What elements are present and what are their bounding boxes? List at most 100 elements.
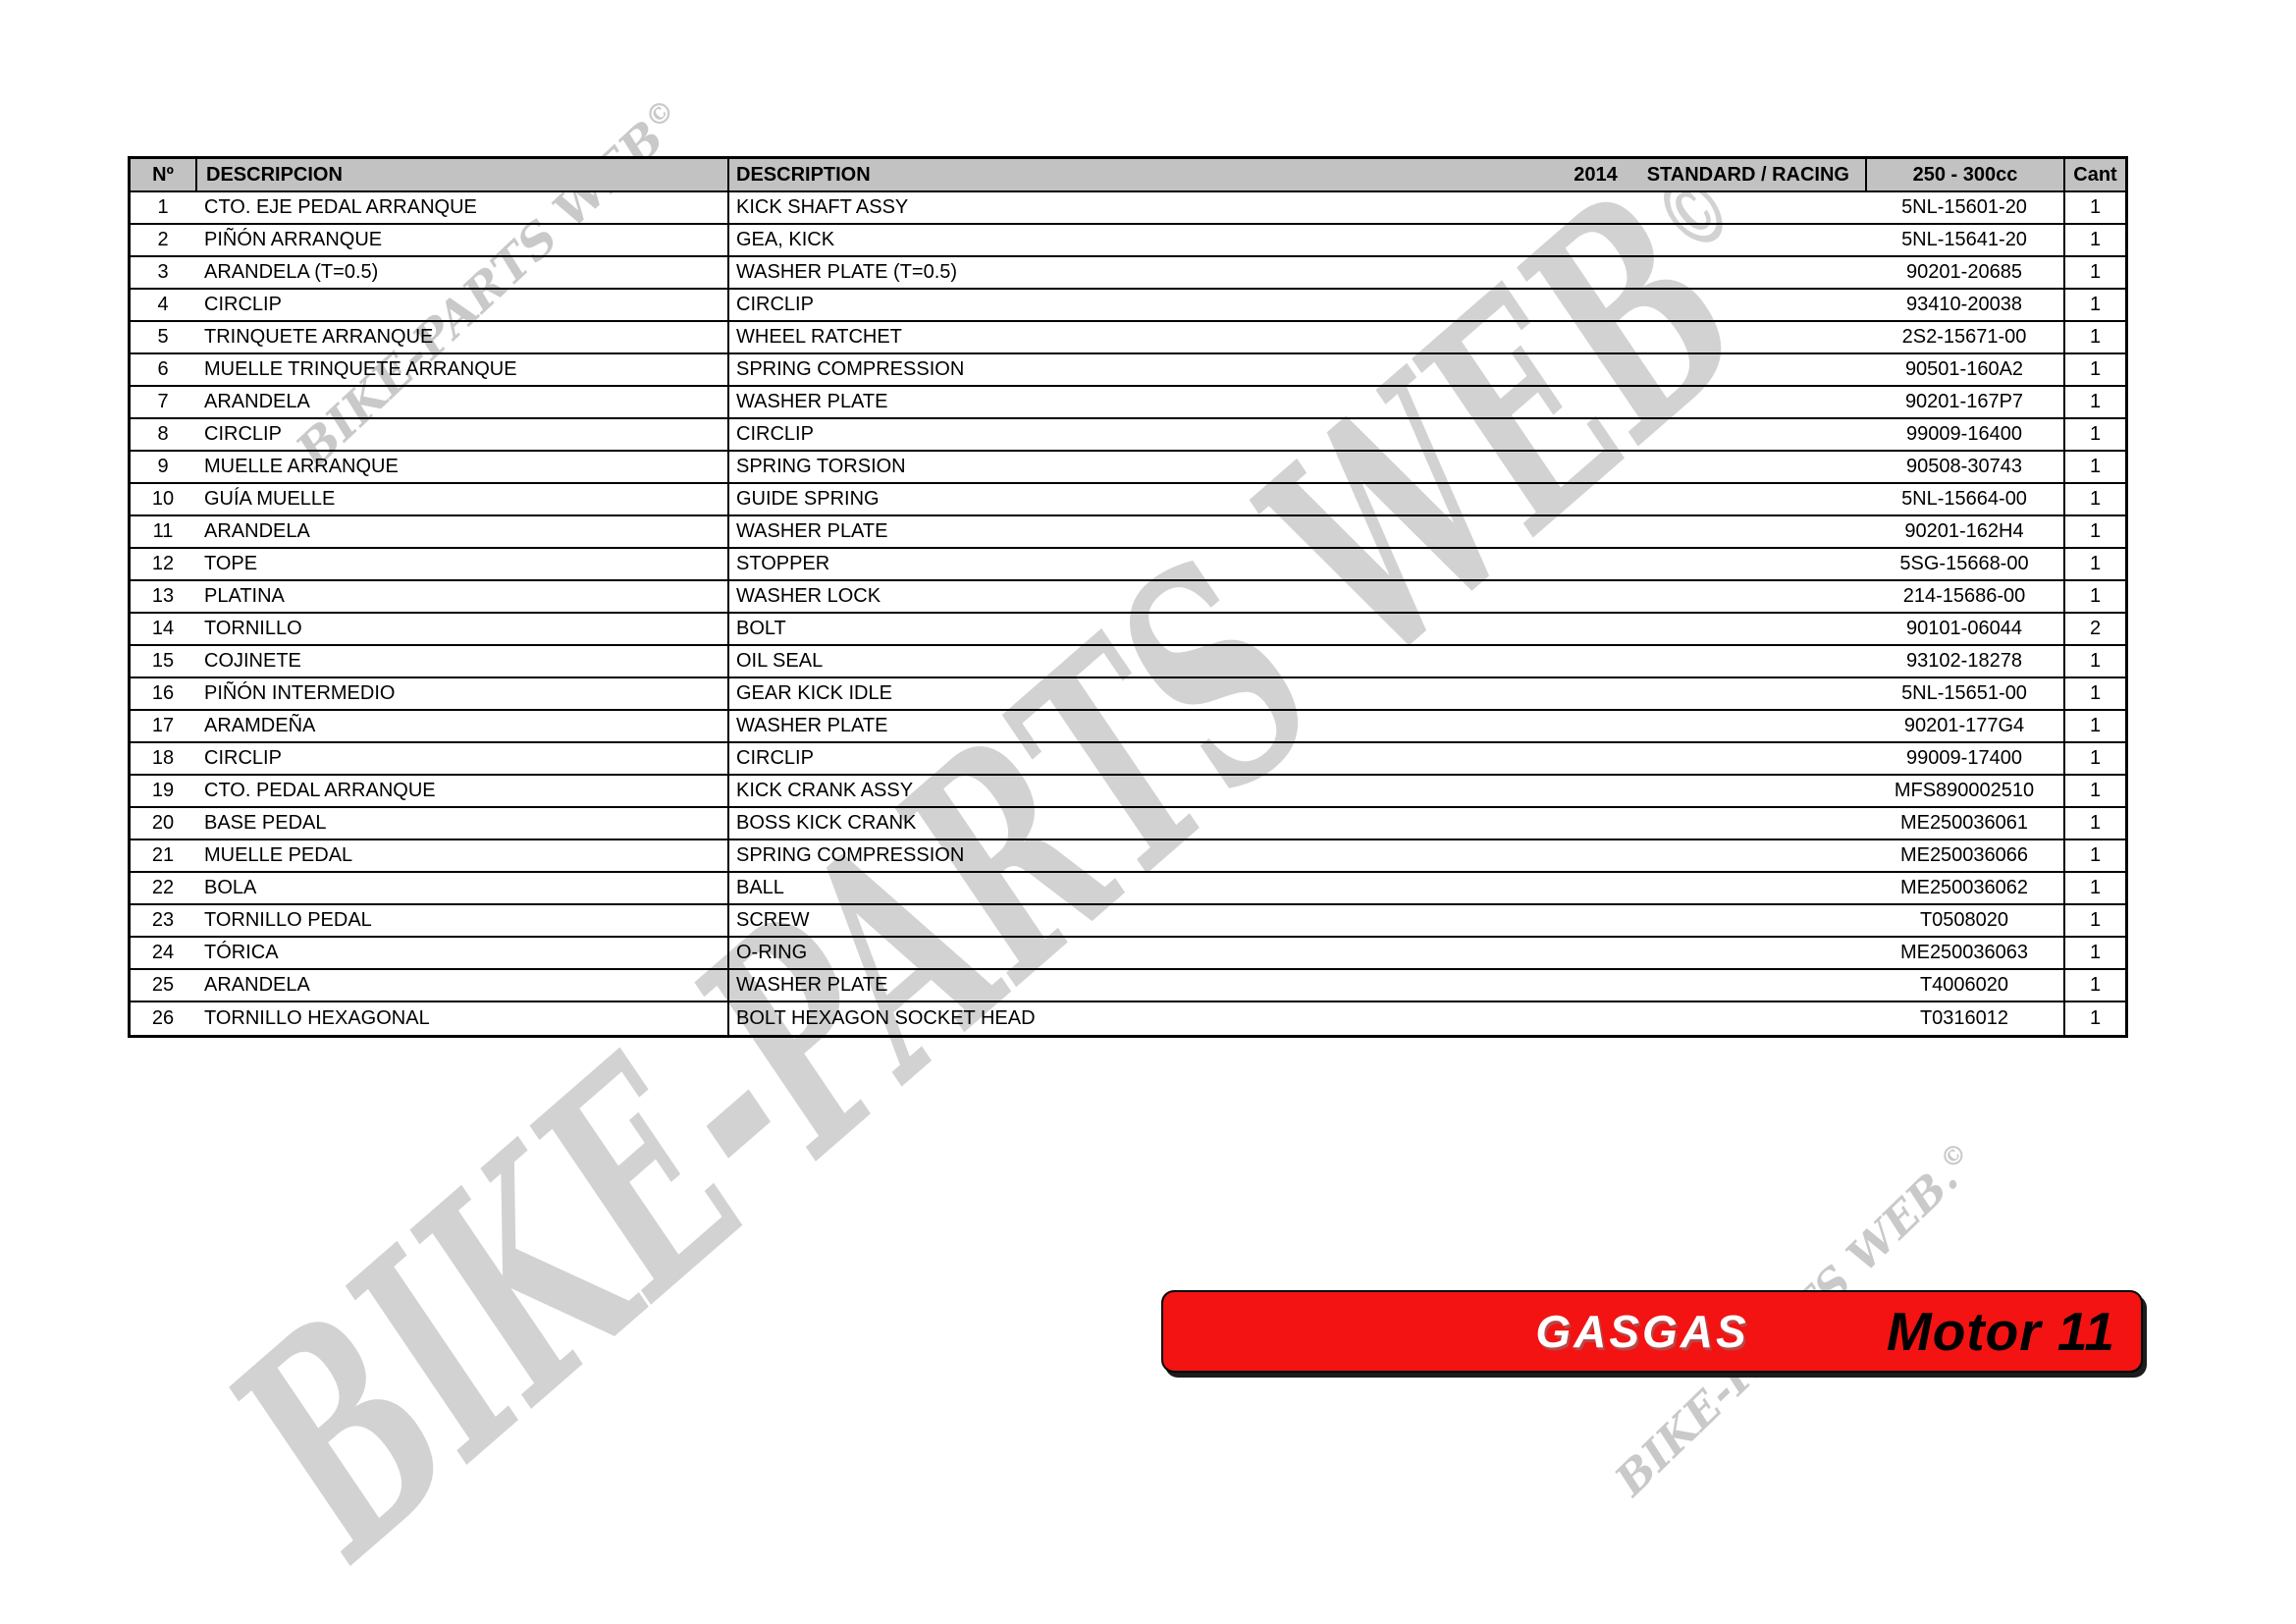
cell-part-number: 99009-16400: [1906, 423, 2022, 445]
cell-part-number: 90101-06044: [1906, 618, 2022, 639]
cell-number: 24: [151, 942, 175, 963]
cell-description: STOPPER: [727, 549, 1865, 579]
cell-descripcion: TORNILLO PEDAL: [204, 909, 372, 931]
cell-descripcion: TÓRICA: [204, 942, 279, 963]
cell-number: 26: [151, 1007, 175, 1029]
cell-part-number: 93410-20038: [1906, 294, 2022, 315]
cell-descripcion: GUÍA MUELLE: [204, 488, 336, 510]
cell-part-number: 90201-20685: [1906, 261, 2022, 283]
brand-banner: GASGAS Motor 11: [1161, 1290, 2143, 1373]
cell-description: BOLT HEXAGON SOCKET HEAD: [727, 1002, 1865, 1035]
cell-quantity: 1: [2063, 419, 2125, 450]
cell-quantity: 1: [2063, 387, 2125, 417]
table-row: 9 MUELLE ARRANQUE SPRING TORSION 90508-3…: [131, 452, 2125, 484]
cell-quantity: 1: [2063, 192, 2125, 223]
cell-descripcion: ARANDELA: [204, 391, 310, 412]
motor-title: Motor 11: [1886, 1301, 2115, 1362]
parts-table: Nº DESCRIPCION DESCRIPTION 2014 STANDARD…: [128, 156, 2128, 1038]
cell-number: 17: [151, 715, 175, 736]
cell-part-number: T0316012: [1919, 1007, 2009, 1029]
cell-descripcion: TORNILLO: [204, 618, 302, 639]
cell-descripcion: TOPE: [204, 553, 258, 574]
cell-part-number: MFS890002510: [1894, 780, 2035, 801]
cell-descripcion: ARANDELA: [204, 520, 310, 542]
header-no: Nº: [152, 163, 174, 186]
cell-description: WASHER PLATE: [727, 711, 1865, 741]
cell-descripcion: BOLA: [204, 877, 257, 898]
table-row: 14 TORNILLO BOLT 90101-06044 2: [131, 614, 2125, 646]
cell-number: 13: [151, 585, 175, 607]
cell-quantity: 1: [2063, 1002, 2125, 1035]
cell-description: CIRCLIP: [727, 290, 1865, 320]
cell-descripcion: ARANDELA: [204, 974, 310, 996]
cell-number: 23: [151, 909, 175, 931]
cell-descripcion: ARANDELA (T=0.5): [204, 261, 379, 283]
cell-descripcion: ARAMDEÑA: [204, 715, 316, 736]
gasgas-logo: GASGAS: [1535, 1306, 1749, 1357]
cell-number: 11: [152, 520, 174, 542]
cell-number: 25: [151, 974, 175, 996]
cell-part-number: T0508020: [1919, 909, 2009, 931]
cell-descripcion: TORNILLO HEXAGONAL: [204, 1007, 430, 1029]
cell-part-number: 214-15686-00: [1902, 585, 2026, 607]
cell-descripcion: CIRCLIP: [204, 423, 282, 445]
cell-quantity: 1: [2063, 678, 2125, 709]
cell-description: WASHER PLATE: [727, 387, 1865, 417]
cell-quantity: 1: [2063, 549, 2125, 579]
cell-part-number: 5NL-15664-00: [1901, 488, 2027, 510]
cell-descripcion: MUELLE PEDAL: [204, 844, 353, 866]
table-row: 10 GUÍA MUELLE GUIDE SPRING 5NL-15664-00…: [131, 484, 2125, 516]
header-description-label: DESCRIPTION: [736, 163, 871, 186]
cell-description: BOLT: [727, 614, 1865, 644]
table-row: 7 ARANDELA WASHER PLATE 90201-167P7 1: [131, 387, 2125, 419]
cell-descripcion: PIÑÓN INTERMEDIO: [204, 682, 396, 704]
copyright-icon: ©: [638, 91, 682, 136]
table-row: 23 TORNILLO PEDAL SCREW T0508020 1: [131, 905, 2125, 938]
cell-number: 7: [157, 391, 169, 412]
cell-description: O-RING: [727, 938, 1865, 968]
table-row: 24 TÓRICA O-RING ME250036063 1: [131, 938, 2125, 970]
cell-number: 16: [151, 682, 175, 704]
table-row: 21 MUELLE PEDAL SPRING COMPRESSION ME250…: [131, 840, 2125, 873]
cell-part-number: 90508-30743: [1906, 456, 2022, 477]
cell-description: WHEEL RATCHET: [727, 322, 1865, 352]
cell-part-number: 90201-162H4: [1904, 520, 2024, 542]
table-row: 5 TRINQUETE ARRANQUE WHEEL RATCHET 2S2-1…: [131, 322, 2125, 354]
cell-number: 22: [151, 877, 175, 898]
cell-quantity: 2: [2063, 614, 2125, 644]
header-quantity: Cant: [2063, 159, 2125, 190]
cell-descripcion: CIRCLIP: [204, 747, 282, 769]
cell-description: WASHER PLATE: [727, 970, 1865, 1001]
cell-number: 15: [151, 650, 175, 672]
cell-part-number: T4006020: [1919, 974, 2009, 996]
table-row: 3 ARANDELA (T=0.5) WASHER PLATE (T=0.5) …: [131, 257, 2125, 290]
cell-description: BOSS KICK CRANK: [727, 808, 1865, 839]
cell-quantity: 1: [2063, 290, 2125, 320]
cell-number: 18: [151, 747, 175, 769]
cell-number: 9: [157, 456, 169, 477]
cell-description: SCREW: [727, 905, 1865, 936]
cell-description: GEA, KICK: [727, 225, 1865, 255]
cell-part-number: ME250036062: [1899, 877, 2029, 898]
table-row: 4 CIRCLIP CIRCLIP 93410-20038 1: [131, 290, 2125, 322]
cell-description: WASHER LOCK: [727, 581, 1865, 612]
cell-number: 3: [157, 261, 169, 283]
header-description: DESCRIPTION 2014 STANDARD / RACING: [727, 159, 1865, 190]
table-body: 1 CTO. EJE PEDAL ARRANQUE KICK SHAFT ASS…: [131, 192, 2125, 1035]
cell-quantity: 1: [2063, 711, 2125, 741]
table-row: 11 ARANDELA WASHER PLATE 90201-162H4 1: [131, 516, 2125, 549]
cell-quantity: 1: [2063, 646, 2125, 677]
cell-number: 8: [157, 423, 169, 445]
table-row: 8 CIRCLIP CIRCLIP 99009-16400 1: [131, 419, 2125, 452]
cell-quantity: 1: [2063, 743, 2125, 774]
table-row: 15 COJINETE OIL SEAL 93102-18278 1: [131, 646, 2125, 678]
cell-description: OIL SEAL: [727, 646, 1865, 677]
cell-quantity: 1: [2063, 840, 2125, 871]
cell-number: 10: [151, 488, 175, 510]
cell-descripcion: COJINETE: [204, 650, 301, 672]
cell-descripcion: CTO. EJE PEDAL ARRANQUE: [204, 196, 477, 218]
cell-number: 4: [157, 294, 169, 315]
cell-descripcion: PIÑÓN ARRANQUE: [204, 229, 383, 250]
cell-number: 21: [151, 844, 175, 866]
cell-number: 5: [157, 326, 169, 348]
